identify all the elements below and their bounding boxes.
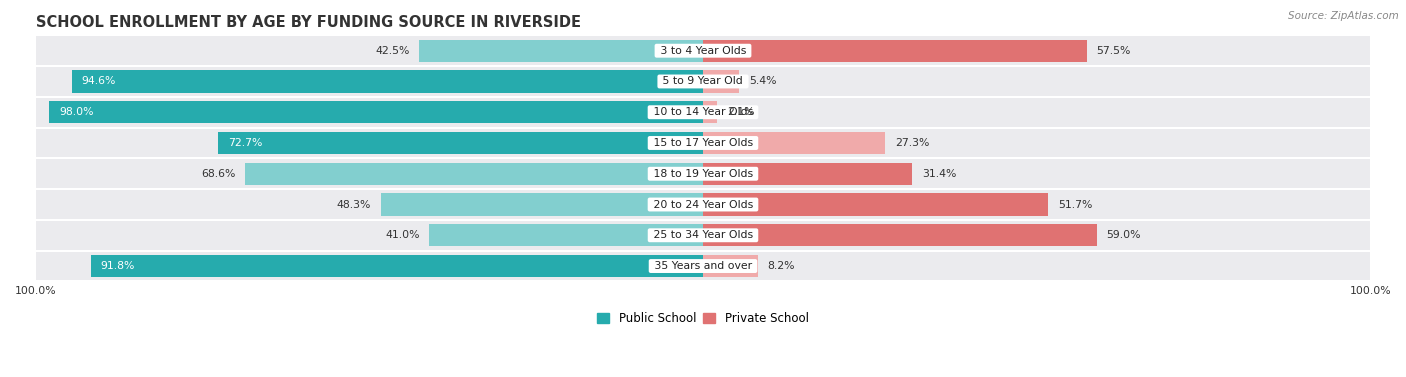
Bar [35, 190, 1371, 219]
Bar [218, 132, 703, 154]
Text: 48.3%: 48.3% [336, 199, 371, 210]
Text: 59.0%: 59.0% [1107, 230, 1142, 240]
Text: 72.7%: 72.7% [228, 138, 263, 148]
Bar [35, 159, 1371, 188]
Bar [703, 163, 912, 185]
Bar [35, 67, 1371, 96]
Bar [703, 101, 717, 123]
Bar [381, 193, 703, 216]
Bar [703, 70, 740, 92]
Bar [72, 70, 703, 92]
Text: 15 to 17 Year Olds: 15 to 17 Year Olds [650, 138, 756, 148]
Bar [35, 98, 1371, 127]
Text: 2.1%: 2.1% [727, 107, 755, 117]
Text: 3 to 4 Year Olds: 3 to 4 Year Olds [657, 46, 749, 56]
Text: 31.4%: 31.4% [922, 169, 957, 179]
Bar [35, 129, 1371, 158]
Bar [90, 255, 703, 277]
Text: SCHOOL ENROLLMENT BY AGE BY FUNDING SOURCE IN RIVERSIDE: SCHOOL ENROLLMENT BY AGE BY FUNDING SOUR… [35, 15, 581, 30]
Text: 18 to 19 Year Olds: 18 to 19 Year Olds [650, 169, 756, 179]
Text: 91.8%: 91.8% [101, 261, 135, 271]
Bar [245, 163, 703, 185]
Bar [703, 132, 886, 154]
Text: 25 to 34 Year Olds: 25 to 34 Year Olds [650, 230, 756, 240]
Text: 94.6%: 94.6% [82, 77, 117, 86]
Text: 27.3%: 27.3% [896, 138, 929, 148]
Text: 41.0%: 41.0% [385, 230, 419, 240]
Bar [35, 221, 1371, 250]
Bar [35, 36, 1371, 65]
Text: 5.4%: 5.4% [749, 77, 776, 86]
Text: 10 to 14 Year Olds: 10 to 14 Year Olds [650, 107, 756, 117]
Text: 51.7%: 51.7% [1057, 199, 1092, 210]
Text: Source: ZipAtlas.com: Source: ZipAtlas.com [1288, 11, 1399, 21]
Text: 35 Years and over: 35 Years and over [651, 261, 755, 271]
Text: 8.2%: 8.2% [768, 261, 796, 271]
Text: 20 to 24 Year Olds: 20 to 24 Year Olds [650, 199, 756, 210]
Bar [419, 40, 703, 62]
Bar [35, 251, 1371, 280]
Text: 42.5%: 42.5% [375, 46, 409, 56]
Text: 5 to 9 Year Old: 5 to 9 Year Old [659, 77, 747, 86]
Bar [703, 255, 758, 277]
Bar [703, 40, 1087, 62]
Legend: Public School, Private School: Public School, Private School [593, 307, 813, 329]
Bar [703, 224, 1097, 246]
Text: 68.6%: 68.6% [201, 169, 235, 179]
Bar [429, 224, 703, 246]
Bar [703, 193, 1047, 216]
Text: 57.5%: 57.5% [1097, 46, 1130, 56]
Text: 98.0%: 98.0% [59, 107, 94, 117]
Bar [49, 101, 703, 123]
